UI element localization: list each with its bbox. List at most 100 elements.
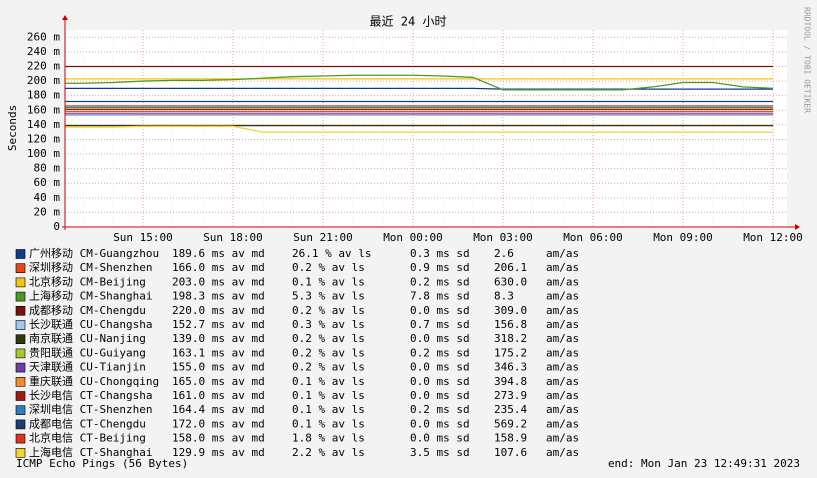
legend-stat: 152.7 ms av md (172, 318, 265, 331)
legend-name: 北京移动 CM-Beijing (29, 274, 146, 288)
legend-stat: 0.2 % av ls (292, 346, 365, 359)
legend-stat: am/as (546, 432, 579, 445)
series-line (65, 87, 773, 90)
legend-swatch (15, 320, 26, 330)
legend-stat: am/as (546, 261, 579, 274)
legend-stat: 273.9 (494, 389, 527, 402)
y-tick-label: 200 m (27, 74, 60, 87)
legend-stat: 0.0 ms sd (410, 361, 470, 374)
legend-stat: 0.1 % av ls (292, 403, 365, 416)
legend-stat: 0.3 ms sd (410, 247, 470, 260)
legend-stat: 220.0 ms av md (172, 304, 265, 317)
legend-name: 上海移动 CM-Shanghai (29, 289, 152, 303)
legend-stat: 0.9 ms sd (410, 261, 470, 274)
x-tick-label: Sun 15:00 (113, 231, 173, 244)
legend-stat: 163.1 ms av md (172, 346, 265, 359)
legend-stat: am/as (546, 318, 579, 331)
legend-stat: am/as (546, 389, 579, 402)
legend-stat: am/as (546, 290, 579, 303)
legend-stat: 158.0 ms av md (172, 432, 265, 445)
legend-stat: am/as (546, 417, 579, 430)
x-tick-label: Mon 09:00 (653, 231, 713, 244)
legend-stat: am/as (546, 446, 579, 459)
x-tick-label: Sun 18:00 (203, 231, 263, 244)
legend-stat: 0.2 % av ls (292, 332, 365, 345)
footer-left: ICMP Echo Pings (56 Bytes) (16, 457, 188, 470)
legend-stat: 164.4 ms av md (172, 403, 265, 416)
legend-swatch (15, 263, 26, 274)
legend-stat: 0.2 ms sd (410, 403, 470, 416)
legend-stat: 0.1 % av ls (292, 275, 365, 288)
x-tick-label: Sun 21:00 (293, 231, 353, 244)
legend-stat: am/as (546, 375, 579, 388)
legend-name: 上海电信 CT-Shanghai (29, 445, 152, 459)
legend-stat: am/as (546, 247, 579, 260)
legend-stat: 0.0 ms sd (410, 304, 470, 317)
y-tick-label: 100 m (27, 147, 60, 160)
legend-stat: 394.8 (494, 375, 527, 388)
legend-stat: 206.1 (494, 261, 527, 274)
x-tick-label: Mon 00:00 (383, 231, 443, 244)
legend-stat: 189.6 ms av md (172, 247, 265, 260)
series-line (65, 74, 774, 91)
legend-stat: 155.0 ms av md (172, 361, 265, 374)
y-tick-label: 20 m (34, 205, 61, 218)
legend-swatch (15, 249, 26, 259)
legend-swatch (15, 419, 26, 430)
legend-stat: 203.0 ms av md (172, 275, 265, 288)
legend-stat: 0.0 ms sd (410, 432, 470, 445)
legend-stat: 0.2 % av ls (292, 361, 365, 374)
y-axis-label: Seconds (6, 105, 19, 151)
legend-stat: 172.0 ms av md (172, 417, 265, 430)
y-tick-label: 80 m (34, 162, 61, 175)
y-tick-label: 0 (53, 220, 60, 233)
y-axis-arrow (62, 15, 68, 20)
legend-swatch (15, 348, 26, 359)
legend-name: 长沙电信 CT-Changsha (29, 389, 152, 402)
legend-stat: am/as (546, 346, 579, 359)
y-tick-label: 260 m (27, 30, 60, 43)
side-label: RRDTOOL / TOBI OETIKER (803, 7, 812, 113)
y-tick-label: 240 m (27, 45, 60, 58)
legend-stat: am/as (546, 332, 579, 345)
legend-stat: am/as (546, 361, 579, 374)
legend-name: 重庆联通 CU-Chongqing (29, 374, 159, 388)
legend-name: 深圳电信 CT-Shenzhen (29, 403, 152, 416)
legend-stat: 0.0 ms sd (410, 389, 470, 402)
legend-stat: am/as (546, 403, 579, 416)
legend-stat: am/as (546, 275, 579, 288)
legend-stat: 129.9 ms av md (172, 446, 265, 459)
legend-stat: 0.0 ms sd (410, 375, 470, 388)
legend-stat: 2.2 % av ls (292, 446, 365, 459)
legend-stat: 7.8 ms sd (410, 290, 470, 303)
legend-name: 长沙联通 CU-Changsha (29, 318, 152, 331)
legend-swatch (15, 405, 26, 416)
legend-stat: 0.2 % av ls (292, 304, 365, 317)
y-tick-label: 220 m (27, 59, 60, 72)
legend-stat: 0.1 % av ls (292, 375, 365, 388)
x-tick-label: Mon 12:00 (743, 231, 803, 244)
legend-stat: 0.7 ms sd (410, 318, 470, 331)
legend-stat: 0.1 % av ls (292, 389, 365, 402)
x-tick-label: Mon 03:00 (473, 231, 533, 244)
legend-swatch (15, 334, 26, 345)
legend-name: 天津联通 CU-Tianjin (29, 361, 146, 374)
legend-stat: 630.0 (494, 275, 527, 288)
legend-stat: 158.9 (494, 432, 527, 445)
chart-title: 最近 24 小时 (370, 15, 447, 29)
legend-swatch (15, 391, 26, 401)
y-tick-label: 120 m (27, 132, 60, 145)
legend-stat: 569.2 (494, 417, 527, 430)
legend-stat: am/as (546, 304, 579, 317)
y-tick-label: 140 m (27, 118, 60, 131)
legend-stat: 0.2 ms sd (410, 275, 470, 288)
legend-swatch (15, 362, 26, 373)
legend-stat: 156.8 (494, 318, 527, 331)
legend-stat: 3.5 ms sd (410, 446, 470, 459)
legend-swatch (15, 447, 26, 458)
y-tick-label: 60 m (34, 176, 61, 189)
legend-stat: 0.3 % av ls (292, 318, 365, 331)
legend-stat: 0.2 ms sd (410, 346, 470, 359)
legend-name: 北京电信 CT-Beijing (29, 431, 146, 445)
legend-stat: 161.0 ms av md (172, 389, 265, 402)
